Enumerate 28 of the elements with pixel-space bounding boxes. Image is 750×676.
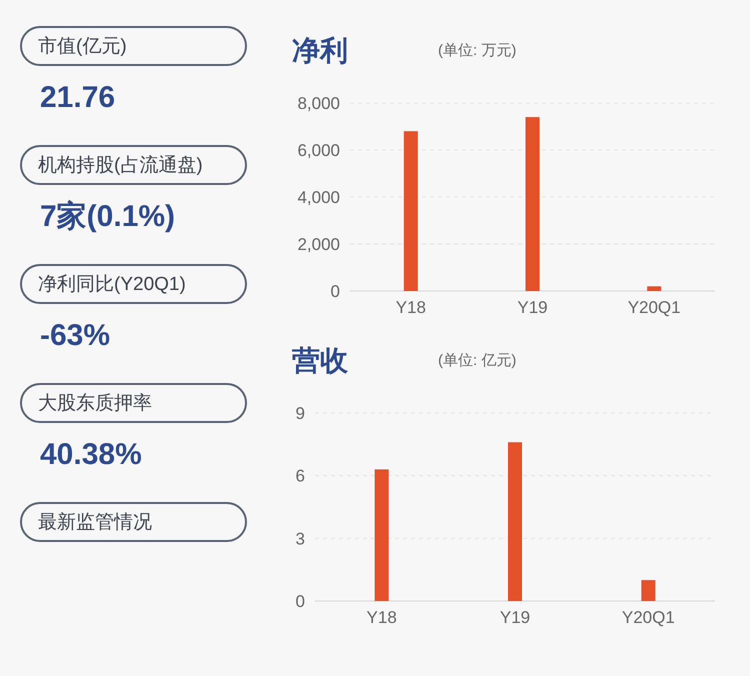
x-tick-label: Y20Q1	[622, 608, 675, 627]
text: -63%	[40, 319, 110, 352]
y-tick-label: 0	[330, 282, 340, 301]
text: 大股东质押率	[38, 392, 152, 414]
chart-title: 净利	[292, 35, 348, 66]
x-tick-label: Y19	[517, 298, 548, 317]
text: 机构持股(占流通盘)	[38, 154, 203, 176]
chart-title: 营收	[291, 345, 349, 376]
y-tick-label: 3	[296, 529, 305, 548]
y-tick-label: 4,000	[297, 188, 340, 207]
text: 最新监管情况	[38, 511, 152, 533]
x-tick-label: Y18	[366, 608, 397, 627]
x-tick-label: Y18	[396, 298, 426, 317]
text: 21.76	[40, 81, 116, 114]
text: 7家(0.1%)	[40, 199, 176, 233]
x-tick-label: Y20Q1	[628, 298, 681, 317]
y-tick-label: 8,000	[297, 94, 340, 113]
y-tick-label: 9	[296, 404, 305, 423]
y-tick-label: 6,000	[297, 141, 340, 160]
y-tick-label: 2,000	[297, 235, 340, 254]
chart-subtitle: (单位: 万元)	[438, 42, 516, 59]
y-tick-label: 0	[296, 592, 305, 611]
text: 40.38%	[40, 438, 142, 471]
text: 市值(亿元)	[38, 35, 127, 57]
y-tick-label: 6	[296, 466, 305, 486]
text: 净利同比(Y20Q1)	[38, 274, 186, 295]
chart-subtitle: (单位: 亿元)	[438, 352, 516, 369]
x-tick-label: Y19	[500, 608, 530, 627]
